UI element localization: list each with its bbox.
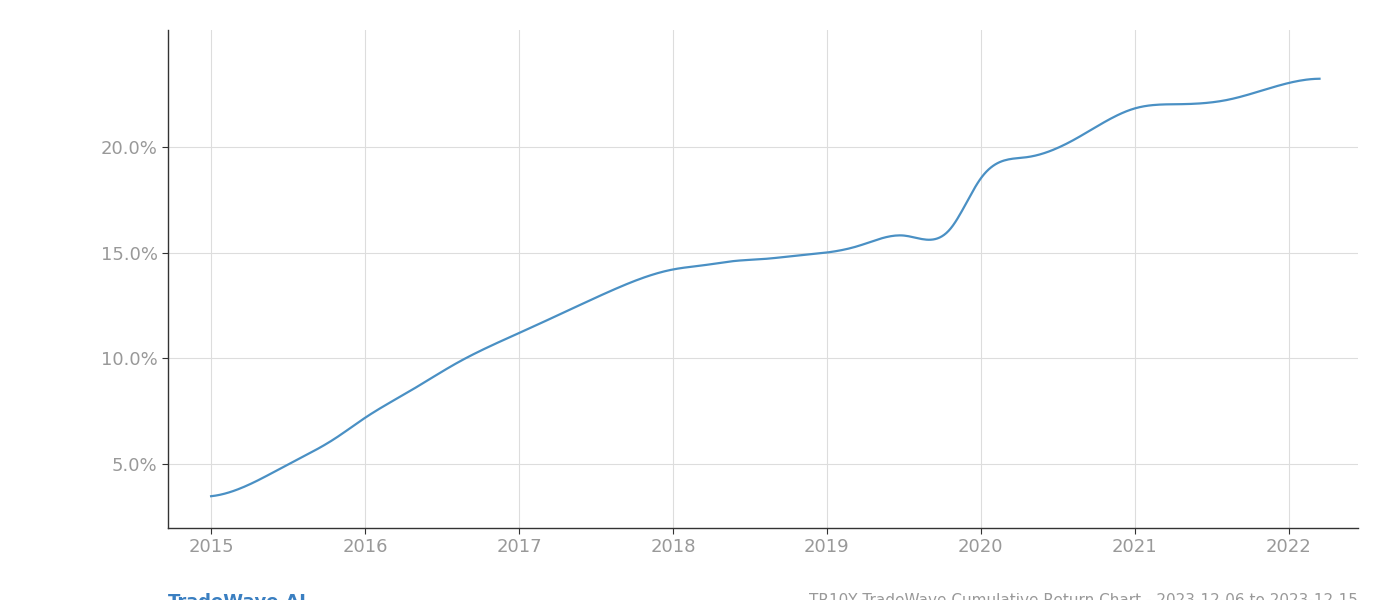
Text: TR10Y TradeWave Cumulative Return Chart - 2023-12-06 to 2023-12-15: TR10Y TradeWave Cumulative Return Chart … [809, 593, 1358, 600]
Text: TradeWave.AI: TradeWave.AI [168, 593, 307, 600]
